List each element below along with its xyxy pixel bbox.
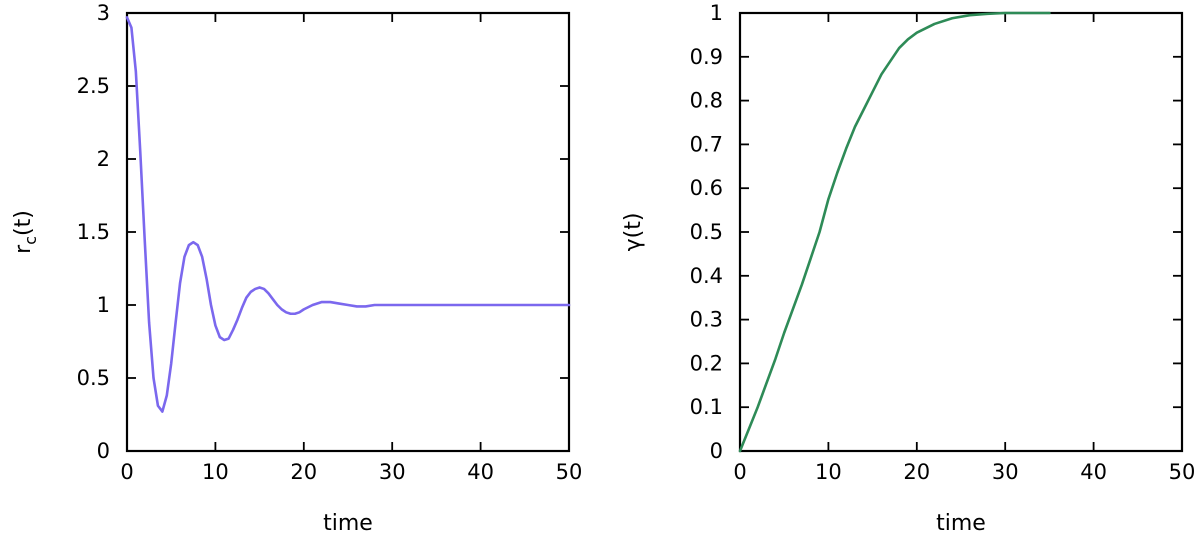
gamma-y-tick-label: 0.6 — [690, 176, 723, 200]
gamma-y-tick-label: 0.7 — [690, 132, 723, 156]
rc-series-line — [125, 16, 571, 413]
rc-chart: rc(t) time 0 10 20 30 40 50 0 0.5 1 1.5 2 2.5 3 — [11, 1, 582, 536]
rc-x-tick-label: 20 — [290, 460, 317, 484]
gamma-plot-frame — [738, 11, 1184, 453]
rc-x-axis-label: time — [323, 511, 373, 536]
rc-x-tick-label: 10 — [202, 460, 229, 484]
rc-y-tick-label: 2 — [97, 147, 110, 171]
gamma-y-tick-label: 0.5 — [690, 220, 723, 244]
rc-y-tick-label: 3 — [97, 1, 110, 25]
gamma-y-tick-label: 0.3 — [690, 308, 723, 332]
rc-y-tick-label: 0.5 — [77, 366, 110, 390]
gamma-x-axis-label: time — [936, 511, 986, 536]
gamma-y-tick-label: 0.4 — [690, 264, 723, 288]
gamma-y-axis-label: γ(t) — [621, 213, 646, 252]
gamma-y-tick-label: 0.9 — [690, 45, 723, 69]
rc-y-axis-label: rc(t) — [11, 210, 40, 254]
gamma-x-tick-label: 0 — [733, 460, 746, 484]
rc-x-tick-label: 0 — [120, 460, 133, 484]
gamma-x-tick-label: 50 — [1169, 460, 1196, 484]
rc-x-tick-label: 50 — [556, 460, 583, 484]
rc-x-tick-label: 30 — [379, 460, 406, 484]
gamma-x-tick-label: 20 — [903, 460, 930, 484]
gamma-y-tick-label: 1 — [710, 1, 723, 25]
gamma-x-tick-label: 30 — [992, 460, 1019, 484]
gamma-chart: γ(t) time 0 10 20 30 40 50 0 0.1 0.2 0.3 0.4 0.5 0.6… — [621, 1, 1195, 536]
rc-y-axis-label-subscript: c — [21, 236, 40, 245]
rc-y-tick-label: 2.5 — [77, 74, 110, 98]
gamma-y-tick-label: 0 — [710, 439, 723, 463]
rc-y-tick-label: 1.5 — [77, 220, 110, 244]
gamma-x-tick-label: 10 — [815, 460, 842, 484]
gamma-y-tick-label: 0.1 — [690, 395, 723, 419]
gamma-y-tick-label: 0.2 — [690, 351, 723, 375]
gamma-series-line — [738, 11, 1051, 453]
rc-y-tick-label: 1 — [97, 293, 110, 317]
rc-plot-frame — [125, 11, 571, 453]
gamma-y-tick-label: 0.8 — [690, 89, 723, 113]
gamma-x-tick-label: 40 — [1080, 460, 1107, 484]
rc-y-axis-label-suffix: (t) — [11, 210, 36, 236]
rc-x-tick-label: 40 — [467, 460, 494, 484]
rc-y-tick-label: 0 — [97, 439, 110, 463]
rc-y-axis-label-base: r — [11, 244, 36, 254]
